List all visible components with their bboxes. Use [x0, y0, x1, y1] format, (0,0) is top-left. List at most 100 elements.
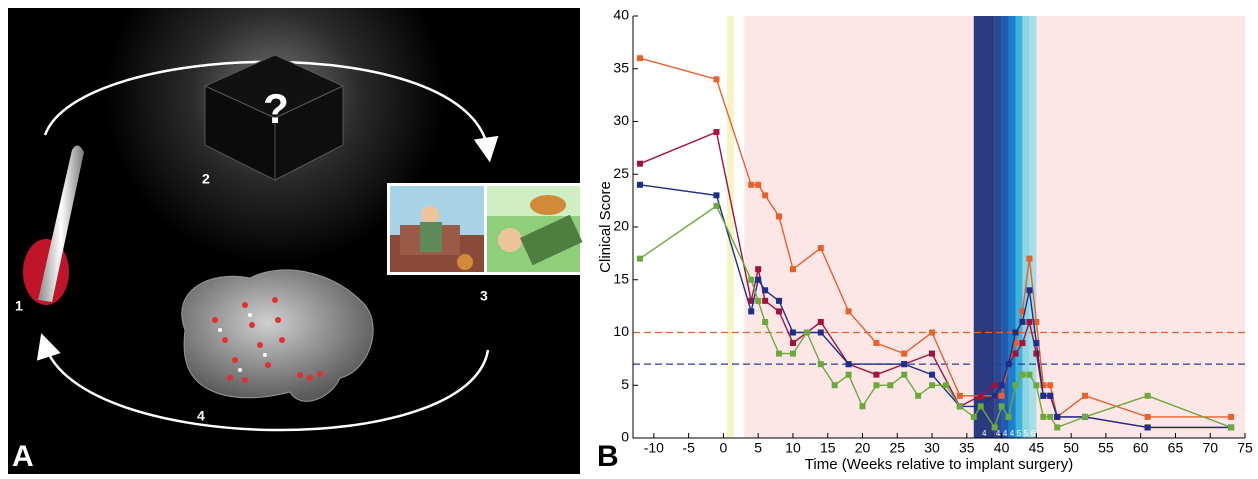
data-point	[818, 319, 824, 325]
region-label: 4	[1010, 429, 1015, 438]
y-tick-label: 35	[613, 59, 629, 75]
data-point	[790, 340, 796, 346]
x-tick-label: 25	[889, 440, 905, 456]
data-point	[1033, 340, 1039, 346]
data-point	[762, 298, 768, 304]
data-point	[1019, 319, 1025, 325]
data-point	[637, 182, 643, 188]
data-point	[755, 277, 761, 283]
panel-a: ? 1 2 3 4 A	[8, 8, 583, 474]
y-tick-label: 20	[613, 218, 629, 234]
data-point	[1040, 393, 1046, 399]
data-point	[637, 256, 643, 262]
data-point	[929, 351, 935, 357]
data-point	[999, 393, 1005, 399]
data-point	[1082, 414, 1088, 420]
data-point	[1019, 340, 1025, 346]
data-point	[1026, 256, 1032, 262]
data-point	[846, 308, 852, 314]
y-tick-label: 0	[621, 429, 629, 445]
data-point	[748, 308, 754, 314]
shaded-region	[974, 16, 995, 438]
data-point	[860, 403, 866, 409]
data-point	[992, 424, 998, 430]
data-point	[762, 287, 768, 293]
cube-symbol: ?	[263, 85, 289, 132]
x-tick-label: 30	[924, 440, 940, 456]
data-point	[1026, 287, 1032, 293]
data-point	[873, 372, 879, 378]
region-label: 4	[1003, 429, 1008, 438]
region-label: 4	[996, 429, 1001, 438]
data-point	[978, 403, 984, 409]
data-point	[992, 393, 998, 399]
data-point	[1145, 424, 1151, 430]
data-point	[776, 351, 782, 357]
data-point	[1047, 382, 1053, 388]
region-label: 6	[1031, 429, 1036, 438]
data-point	[1228, 424, 1234, 430]
data-point	[713, 203, 719, 209]
data-point	[748, 182, 754, 188]
data-point	[818, 361, 824, 367]
x-tick-label: 10	[785, 440, 801, 456]
data-point	[1026, 319, 1032, 325]
y-tick-label: 5	[621, 376, 629, 392]
data-point	[929, 330, 935, 336]
region-label: 5	[1017, 429, 1022, 438]
data-point	[776, 298, 782, 304]
y-tick-label: 10	[613, 323, 629, 339]
x-tick-label: 50	[1063, 440, 1079, 456]
shaded-region	[1009, 16, 1016, 438]
data-point	[992, 382, 998, 388]
region-label: 5	[1024, 429, 1029, 438]
data-point	[1006, 361, 1012, 367]
data-point	[1033, 382, 1039, 388]
data-point	[1006, 414, 1012, 420]
data-point	[1228, 414, 1234, 420]
x-tick-label: 70	[1202, 440, 1218, 456]
data-point	[873, 340, 879, 346]
data-point	[762, 319, 768, 325]
data-point	[637, 55, 643, 61]
panel-label: A	[12, 440, 34, 473]
data-point	[1013, 351, 1019, 357]
data-point	[957, 393, 963, 399]
data-point	[818, 330, 824, 336]
x-axis-title: Time (Weeks relative to implant surgery)	[805, 456, 1073, 473]
data-point	[804, 330, 810, 336]
data-point	[846, 372, 852, 378]
y-tick-label: 30	[613, 112, 629, 128]
data-point	[901, 372, 907, 378]
step-label: 3	[480, 288, 488, 304]
x-tick-label: 20	[855, 440, 871, 456]
data-point	[978, 393, 984, 399]
data-point	[887, 382, 893, 388]
shaded-region	[995, 16, 1002, 438]
data-point	[957, 403, 963, 409]
data-point	[748, 277, 754, 283]
data-point	[971, 414, 977, 420]
y-axis-title: Clinical Score	[597, 181, 614, 273]
data-point	[873, 382, 879, 388]
data-point	[713, 129, 719, 135]
data-point	[1026, 372, 1032, 378]
data-point	[762, 192, 768, 198]
data-point	[1082, 393, 1088, 399]
data-point	[776, 213, 782, 219]
x-tick-label: 55	[1098, 440, 1114, 456]
data-point	[713, 192, 719, 198]
data-point	[818, 245, 824, 251]
x-tick-label: -5	[682, 440, 695, 456]
data-point	[929, 372, 935, 378]
data-point	[776, 308, 782, 314]
data-point	[755, 266, 761, 272]
x-tick-label: 0	[720, 440, 728, 456]
data-point	[713, 76, 719, 82]
step-label: 1	[15, 298, 23, 314]
data-point	[637, 161, 643, 167]
x-tick-label: 40	[994, 440, 1010, 456]
region-label: 4	[982, 429, 987, 438]
data-point	[999, 403, 1005, 409]
data-point	[755, 298, 761, 304]
